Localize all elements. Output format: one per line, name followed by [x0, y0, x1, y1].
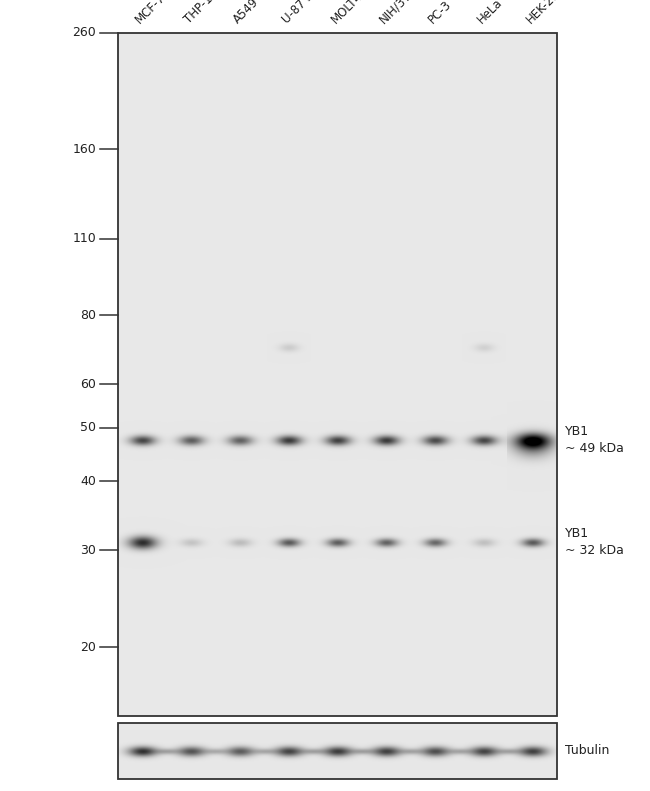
Text: Tubulin: Tubulin — [565, 744, 610, 758]
Text: 110: 110 — [72, 233, 96, 245]
Text: THP-1: THP-1 — [182, 0, 216, 26]
Text: 260: 260 — [72, 27, 96, 40]
Text: HEK-293: HEK-293 — [523, 0, 567, 26]
Bar — [118, 723, 557, 779]
Text: MCF-7: MCF-7 — [133, 0, 168, 26]
Text: PC-3: PC-3 — [426, 0, 454, 26]
Text: 80: 80 — [80, 308, 96, 322]
Text: MOLT4: MOLT4 — [328, 0, 365, 26]
Text: YB1
~ 49 kDa: YB1 ~ 49 kDa — [565, 425, 624, 455]
Text: 40: 40 — [80, 475, 96, 488]
Text: 20: 20 — [80, 641, 96, 653]
Text: U-87 MG: U-87 MG — [280, 0, 324, 26]
Text: HeLa: HeLa — [474, 0, 505, 26]
Bar — [118, 33, 557, 716]
Text: 30: 30 — [80, 543, 96, 557]
Text: A549: A549 — [231, 0, 261, 26]
Text: 160: 160 — [72, 142, 96, 156]
Text: YB1
~ 32 kDa: YB1 ~ 32 kDa — [565, 527, 624, 557]
Text: 50: 50 — [80, 422, 96, 434]
Text: 60: 60 — [80, 377, 96, 391]
Text: NIH/3T3: NIH/3T3 — [377, 0, 419, 26]
